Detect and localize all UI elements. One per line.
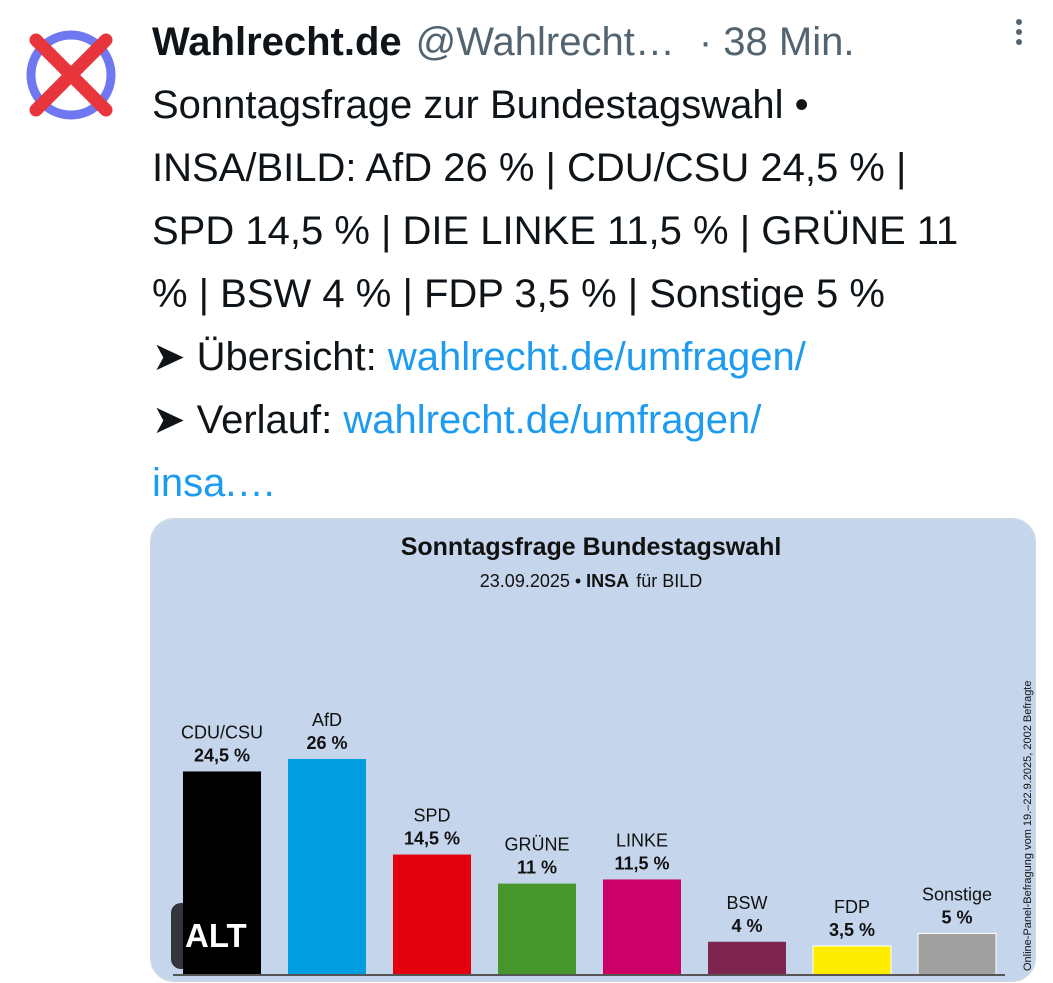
bar-category-label-6: FDP [834,897,870,917]
bar-2 [393,854,471,975]
tweet-header: Wahlrecht.de @Wahlrecht… · 38 Min. [152,18,1033,66]
chart-subtitle-client: für BILD [636,571,702,591]
avatar-cross-stroke-b [29,33,113,117]
bar-value-label-5: 4 % [731,916,762,936]
x-mark-ballot-icon[interactable] [22,26,120,124]
chart-subtitle-date: 23.09.2025 • [480,571,581,591]
bar-category-label-0: CDU/CSU [181,722,263,742]
bar-category-label-4: LINKE [616,830,668,850]
chart-subtitle: 23.09.2025 • INSA für BILD [480,571,702,591]
bar-value-label-7: 5 % [941,907,972,927]
poll-chart[interactable]: Sonntagsfrage Bundestagswahl 23.09.2025 … [151,519,1035,981]
tweet-line-4: % | BSW 4 % | FDP 3,5 % | Sonstige 5 % [152,272,885,316]
bar-5 [708,941,786,975]
user-handle[interactable]: @Wahlrecht… [415,20,675,64]
bar-6 [812,945,892,976]
history-prefix: ➤ Verlauf: [152,398,344,442]
tweet-line-1: Sonntagsfrage zur Bundestagswahl • [152,83,809,127]
bar-category-label-3: GRÜNE [504,835,569,855]
bar-3 [498,883,576,975]
history-line-continued: insa.… [152,452,1042,515]
tweet-line-2: INSA/BILD: AfD 26 % | CDU/CSU 24,5 % | [152,146,907,190]
bar-value-label-2: 14,5 % [404,829,460,849]
avatar-ring [26,30,116,120]
chart-subtitle-institute: INSA [586,571,629,591]
timestamp[interactable]: · 38 Min. [698,20,855,64]
overview-link[interactable]: wahlrecht.de/umfragen/ [387,335,806,379]
bar-value-label-3: 11 % [517,858,557,878]
bar-value-label-4: 11,5 % [614,853,669,873]
bar-7 [917,932,997,976]
tweet-line-3: SPD 14,5 % | DIE LINKE 11,5 % | GRÜNE 11 [152,209,959,253]
bar-category-label-5: BSW [726,893,767,913]
bars-layer: 24,5 % CDU/CSU 26 % AfD 14,5 % SPD 11 % GRÜNE 11… [181,710,997,976]
chart-side-note: Online-Panel-Befragung vom 19.–22.9.2025… [1022,681,1034,971]
more-vertical-icon[interactable] [1011,12,1027,52]
bar-category-label-7: Sonstige [922,884,992,904]
overview-line: ➤ Übersicht: wahlrecht.de/umfragen/ [152,326,1042,389]
bar-value-label-1: 26 % [306,733,347,753]
bar-4 [603,879,681,975]
bar-value-label-0: 24,5 % [194,745,250,765]
history-line: ➤ Verlauf: wahlrecht.de/umfragen/ [152,389,1042,452]
alt-text-button[interactable]: ALT [171,903,261,969]
bar-1 [288,759,366,975]
bar-category-label-1: AfD [312,710,342,730]
bar-category-label-2: SPD [413,806,450,826]
history-link-part-1[interactable]: wahlrecht.de/umfragen/ [343,398,762,442]
display-name[interactable]: Wahlrecht.de [152,20,402,64]
chart-title: Sonntagsfrage Bundestagswahl [401,533,782,561]
media-card[interactable]: Sonntagsfrage Bundestagswahl 23.09.2025 … [150,518,1036,982]
overview-prefix: ➤ Übersicht: [152,335,388,379]
bar-value-label-6: 3,5 % [829,920,875,940]
tweet-text: Sonntagsfrage zur Bundestagswahl • INSA/… [152,74,1042,515]
history-link-part-2[interactable]: insa.… [152,461,277,505]
